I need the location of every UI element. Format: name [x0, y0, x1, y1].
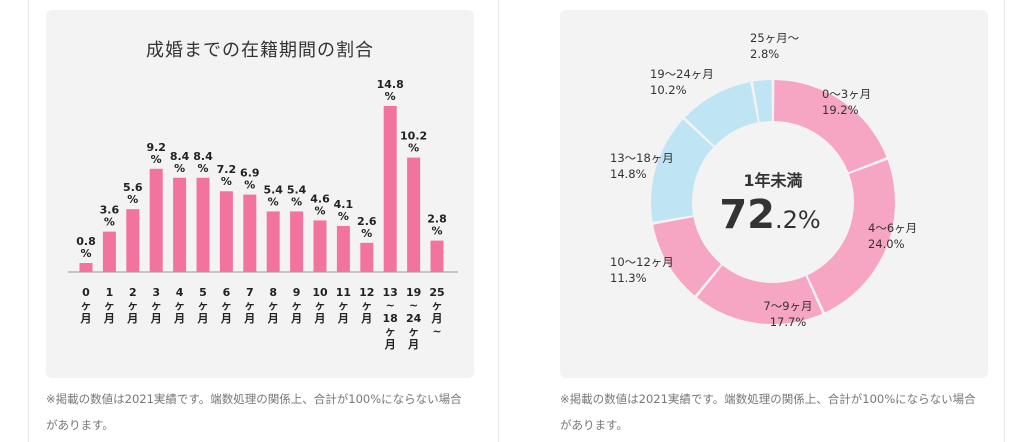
right-divider [1004, 0, 1005, 442]
bar-category-label: 8 ヶ月 [267, 286, 279, 325]
bar-category-label: 11 ヶ月 [336, 286, 351, 325]
bar [290, 211, 304, 272]
bar-category-label: 10 ヶ月 [312, 286, 328, 325]
bar-note-line2: があります。 [46, 418, 114, 432]
bar-value-label: 10.2% [400, 130, 427, 155]
donut-note-line2: があります。 [560, 418, 628, 432]
bar [149, 168, 163, 272]
bar-category-label: 3 ヶ月 [150, 286, 162, 325]
bar-value-label: 7.2% [217, 163, 237, 188]
bar-value-label: 5.4% [263, 183, 283, 208]
bar [266, 211, 280, 272]
bar-category-label: 12 ヶ月 [359, 286, 374, 325]
bar [102, 231, 116, 272]
donut-slice-label: 19〜24ヶ月 10.2% [650, 67, 714, 97]
donut-slice-label: 10〜12ヶ月 11.3% [610, 255, 674, 285]
donut-chart-note: ※掲載の数値は2021実績です。端数処理の関係上、合計が100%にならない場合 … [560, 386, 1000, 438]
donut-slice [753, 80, 773, 123]
donut-slice [653, 217, 722, 296]
donut-slice-label: 13〜18ヶ月 14.8% [610, 151, 674, 181]
donut-slice-label: 25ヶ月〜 2.8% [750, 31, 800, 61]
bar-value-label: 9.2% [146, 141, 166, 166]
bar-value-label: 14.8% [377, 78, 404, 103]
bar [360, 242, 374, 272]
bar-category-label: 19 ~24 ヶ月 [406, 286, 422, 351]
donut-slice [807, 159, 895, 313]
bar-chart-card: 成婚までの在籍期間の割合 0.8% 0 ヶ月 3.6% 1 ヶ月 5.6% 2 ヶ月 9.2% 3 ヶ… [46, 10, 474, 378]
bar-value-label: 5.6% [123, 181, 143, 206]
bar [336, 226, 350, 272]
donut-note-line1: ※掲載の数値は2021実績です。端数処理の関係上、合計が100%にならない場合 [560, 392, 976, 406]
donut-center-value-dec: .2% [775, 206, 821, 234]
bar-value-label: 2.8% [427, 213, 447, 238]
bar-value-label: 8.4% [193, 150, 213, 175]
donut-slice [651, 119, 714, 222]
bar-category-label: 4 ヶ月 [173, 286, 185, 325]
bar [407, 157, 421, 272]
bar-category-label: 13 ~18 ヶ月 [383, 286, 398, 351]
left-divider [28, 0, 29, 442]
donut-slice [773, 80, 887, 173]
bar-value-label: 0.8% [76, 235, 96, 260]
bar-value-label: 6.9% [240, 167, 259, 192]
bar-value-label: 5.4% [287, 183, 307, 208]
bar-value-label: 2.6% [357, 215, 377, 240]
bar [126, 209, 140, 272]
bar-category-label: 0 ヶ月 [80, 286, 92, 325]
bar [196, 177, 210, 272]
donut-center-title: 1年未満 [743, 171, 802, 190]
bar [173, 177, 187, 272]
donut-chart-card: 0〜3ヶ月 19.2% 4〜6ヶ月 24.0% 7〜9ヶ月 17.7% 10〜12ヶ月 11.… [560, 10, 988, 378]
bar-category-label: 5 ヶ月 [197, 286, 209, 325]
donut-center-value: 72.2% [719, 192, 820, 238]
bar-chart: 0.8 % 0 ヶ月 3.6 % 1 ヶ月 5.6 % 2 ヶ月 9.2 % 3 ヶ月 8.4 % 4 ヶ月 8.4 % 5… [68, 78, 458, 351]
bar-chart-title: 成婚までの在籍期間の割合 [146, 40, 374, 61]
bar-note-line1: ※掲載の数値は2021実績です。端数処理の関係上、合計が100%にならない場合 [46, 392, 462, 406]
bar [79, 263, 93, 272]
bar [219, 191, 233, 272]
donut-slice [685, 82, 758, 146]
bar-category-label: 9 ヶ月 [290, 286, 302, 325]
bar-chart-note: ※掲載の数値は2021実績です。端数処理の関係上、合計が100%にならない場合 … [46, 386, 486, 438]
donut-chart: 0〜3ヶ月 19.2% 4〜6ヶ月 24.0% 7〜9ヶ月 17.7% 10〜12ヶ月 11.… [610, 31, 917, 329]
donut-slice-label: 4〜6ヶ月 24.0% [868, 221, 917, 251]
bar-value-label: 8.4% [170, 150, 190, 175]
bar-category-label: 2 ヶ月 [126, 286, 138, 325]
bar-value-label: 3.6% [100, 204, 120, 229]
donut-slice-label: 0〜3ヶ月 19.2% [822, 87, 871, 117]
bar-category-label: 7 ヶ月 [243, 286, 255, 325]
bar-category-label: 1 ヶ月 [103, 286, 115, 325]
bar-category-label: 25 ヶ月~ [429, 286, 444, 338]
bar-category-label: 6 ヶ月 [220, 286, 232, 325]
bar [313, 220, 327, 272]
bar-value-label: 4.1% [334, 198, 354, 223]
center-divider [498, 0, 499, 442]
donut-center-value-int: 72 [719, 192, 775, 238]
bar [383, 106, 397, 272]
donut-slice [696, 265, 823, 324]
bar [430, 240, 444, 272]
bar-value-label: 4.6% [310, 192, 330, 217]
bar [243, 194, 257, 272]
donut-slice-label: 7〜9ヶ月 17.7% [763, 299, 812, 329]
